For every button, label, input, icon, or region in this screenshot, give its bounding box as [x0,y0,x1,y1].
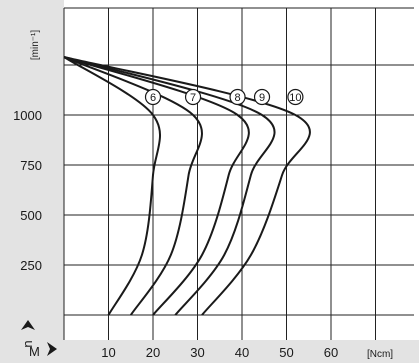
curve-label-circle-7 [184,88,202,106]
curve-label-7: 7 [190,92,196,104]
curve-label-circle-9 [253,88,271,106]
curve-label-circle-10 [287,88,304,106]
x-tick-label: 40 [235,345,249,360]
y-tick-label: 250 [20,258,42,273]
plot-area [64,8,414,340]
x-unit-label: [Ncm] [367,349,393,360]
curve-label-10: 10 [289,92,301,104]
x-tick-label: 60 [324,345,338,360]
curve-6 [63,56,161,316]
curve-7 [63,56,203,316]
y-tick-label: 750 [20,158,42,173]
curve-label-9: 9 [259,92,265,104]
y-axis-symbol: n [20,340,35,347]
x-axis-band [0,340,419,363]
y-tick-label: 500 [20,208,42,223]
y-unit-label: [min⁻¹] [30,30,41,61]
curve-10 [63,56,311,316]
curve-label-group: 6 7 8 9 10 [144,88,304,106]
x-tick-label: 30 [190,345,204,360]
x-tick-label: 50 [279,345,293,360]
x-tick-label: 10 [101,345,115,360]
x-axis-arrow-icon [47,342,57,356]
curve-8 [63,56,250,316]
curve-label-circle-6 [144,88,162,106]
y-tick-label: 1000 [13,108,42,123]
curve-label-8: 8 [234,92,240,104]
curve-group [63,56,311,316]
curve-label-circle-8 [229,88,246,106]
y-tick-group: 250 500 750 1000 [13,108,42,273]
y-axis-arrow-icon [21,320,35,330]
y-axis-band [0,0,64,363]
x-tick-label: 20 [146,345,160,360]
curve-label-6: 6 [150,92,156,104]
x-axis-symbol: M [29,344,40,359]
curve-9 [63,56,276,316]
x-tick-group: 10 20 30 40 50 60 [101,345,338,360]
